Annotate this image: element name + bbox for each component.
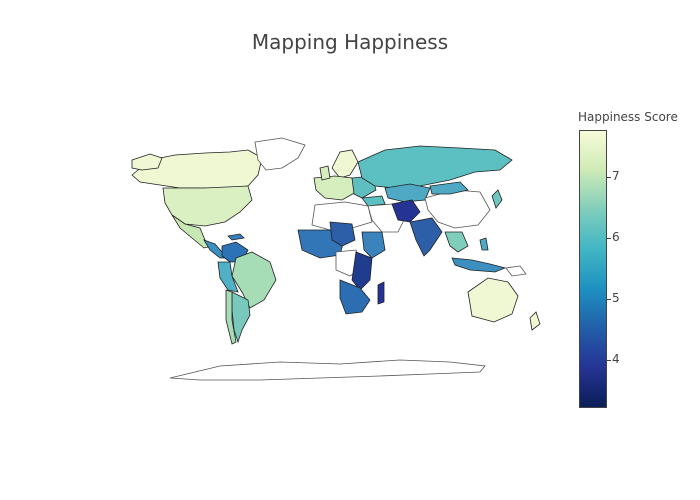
region-peru (217, 261, 239, 293)
region-east-africa (351, 251, 373, 291)
region-australia (467, 277, 519, 323)
colorbar-tickmark (607, 299, 611, 300)
region-iran-afghanistan (391, 199, 421, 223)
colorbar-tick: 4 (612, 352, 620, 366)
region-caribbean (227, 233, 245, 241)
region-turkey (361, 195, 386, 207)
region-ethiopia-somalia (361, 231, 386, 259)
region-north-africa (311, 201, 373, 231)
region-southeast-asia (444, 231, 469, 253)
colorbar-tick: 7 (612, 169, 620, 183)
region-alaska (131, 153, 163, 171)
region-scandinavia (331, 149, 359, 179)
region-russia (357, 145, 513, 189)
region-japan (491, 189, 503, 209)
region-western-europe (313, 175, 357, 201)
region-india (409, 217, 443, 257)
region-new-zealand (529, 311, 541, 331)
colorbar-title: Happiness Score (578, 110, 678, 124)
region-indonesia (451, 257, 507, 273)
region-papua-new-guinea (505, 265, 527, 277)
region-uk (319, 165, 331, 181)
region-southern-africa (339, 279, 371, 315)
region-chile (225, 289, 237, 345)
chart-title: Mapping Happiness (251, 30, 449, 54)
colorbar-tickmark (607, 177, 611, 178)
colorbar (579, 130, 607, 408)
region-brazil (231, 251, 277, 309)
region-canada (131, 149, 263, 189)
region-kazakhstan (384, 183, 431, 203)
colorbar-tick: 5 (612, 291, 620, 305)
region-philippines (479, 237, 489, 251)
colorbar-tick: 6 (612, 230, 620, 244)
region-sahel (329, 221, 356, 247)
region-antarctica (169, 359, 486, 381)
region-mongolia (429, 181, 469, 195)
colorbar-tickmark (607, 238, 611, 239)
region-usa (162, 185, 253, 227)
region-madagascar (377, 281, 385, 305)
region-greenland (254, 137, 306, 171)
colorbar-tickmark (607, 360, 611, 361)
